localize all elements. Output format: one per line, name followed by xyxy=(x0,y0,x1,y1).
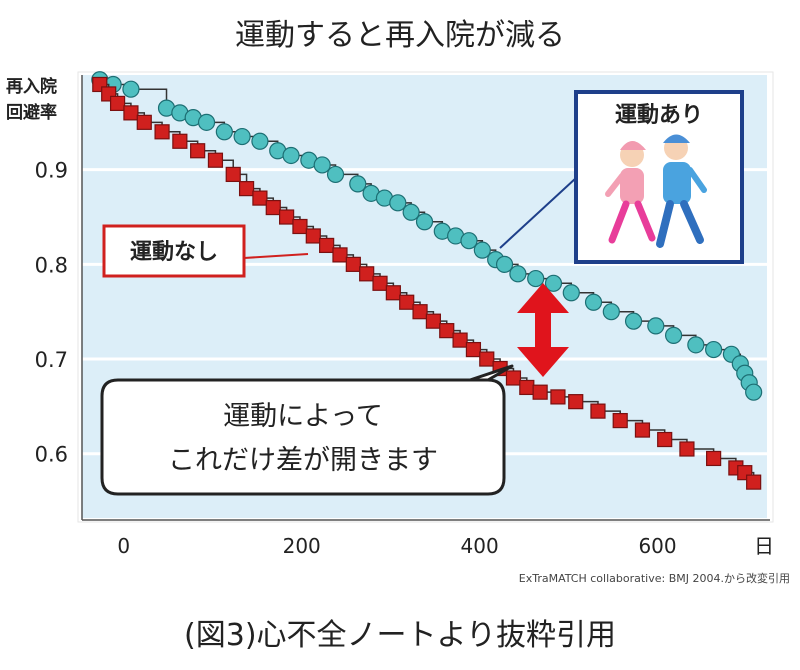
data-point xyxy=(385,285,401,301)
annotation-line: 運動によって xyxy=(223,401,383,432)
data-point xyxy=(412,304,428,320)
data-point xyxy=(349,175,367,193)
data-point xyxy=(282,146,300,165)
data-point xyxy=(465,341,482,358)
data-point xyxy=(415,213,434,231)
data-point xyxy=(225,166,241,183)
y-tick-label: 0.9 xyxy=(35,159,68,183)
page-title: 運動すると再入院が減る xyxy=(235,18,565,53)
annotation-callout xyxy=(100,364,514,496)
data-point xyxy=(527,269,545,288)
data-point xyxy=(238,181,255,197)
exercise-leader-line xyxy=(499,177,577,249)
data-point xyxy=(745,383,763,401)
data-point xyxy=(532,384,548,400)
series-exercise xyxy=(91,71,763,401)
annotation-text: 運動によってこれだけ差が開きます xyxy=(168,401,438,476)
no-exercise-label-box xyxy=(102,224,246,278)
data-point xyxy=(252,190,268,206)
data-point xyxy=(359,266,375,282)
data-point xyxy=(550,389,566,405)
data-point xyxy=(319,237,335,254)
data-point xyxy=(109,95,126,112)
data-point xyxy=(657,431,673,448)
data-point xyxy=(123,105,139,121)
x-tick-label: 400 xyxy=(461,534,499,558)
data-point xyxy=(452,332,468,348)
data-point xyxy=(479,351,495,367)
data-point xyxy=(509,265,527,283)
data-point xyxy=(634,422,651,438)
data-point xyxy=(190,143,206,159)
x-tick-labels: 0 200 400 600 xyxy=(117,534,676,558)
data-point xyxy=(425,313,441,329)
y-tick-label: 0.6 xyxy=(35,443,68,467)
data-point xyxy=(544,274,563,292)
data-point xyxy=(612,412,628,429)
no-exercise-leader-line xyxy=(243,253,309,259)
data-point xyxy=(505,370,522,386)
data-point xyxy=(706,450,722,467)
data-point xyxy=(473,241,491,259)
data-point xyxy=(292,218,308,235)
data-point xyxy=(568,394,584,410)
y-tick-label: 0.7 xyxy=(35,348,68,372)
data-point xyxy=(207,152,224,168)
data-point xyxy=(154,124,170,140)
data-point xyxy=(389,194,407,212)
data-point xyxy=(326,165,345,184)
x-axis-label: 日 xyxy=(754,534,774,558)
data-point xyxy=(197,113,216,131)
exercise-label: 運動あり xyxy=(615,103,703,128)
data-point xyxy=(562,284,580,302)
difference-arrow xyxy=(517,283,569,377)
figure-caption: (図3)心不全ノートより抜粋引用 xyxy=(184,618,616,653)
data-point xyxy=(602,303,620,321)
data-point xyxy=(746,474,762,490)
data-point xyxy=(136,114,152,130)
y-axis-label-line: 回避率 xyxy=(6,102,57,123)
data-point xyxy=(265,199,281,216)
data-point xyxy=(584,293,603,311)
series-no-exercise xyxy=(92,76,762,490)
data-point xyxy=(122,80,140,98)
data-point xyxy=(439,323,455,339)
data-point xyxy=(332,247,348,263)
x-tick-label: 600 xyxy=(638,534,676,558)
data-point xyxy=(215,123,233,141)
data-point xyxy=(313,156,331,174)
data-point xyxy=(399,294,415,310)
data-point xyxy=(251,132,269,150)
x-tick-label: 0 xyxy=(117,534,130,558)
data-point xyxy=(402,203,420,221)
data-point xyxy=(590,403,606,419)
data-point xyxy=(495,255,514,273)
data-point xyxy=(647,317,665,335)
y-tick-label: 0.8 xyxy=(35,253,68,277)
y-tick-labels: 0.9 0.8 0.7 0.6 xyxy=(35,159,68,467)
data-point xyxy=(372,275,388,291)
data-point xyxy=(345,256,361,272)
data-point xyxy=(705,340,723,359)
data-point xyxy=(664,326,683,344)
walking-couple-illustration xyxy=(605,134,707,248)
no-exercise-label: 運動なし xyxy=(130,240,218,265)
data-point xyxy=(519,379,535,396)
data-point xyxy=(305,228,321,244)
data-point xyxy=(172,133,188,149)
source-note: ExTraMATCH collaborative: BMJ 2004.から改変引… xyxy=(519,571,790,585)
data-point xyxy=(233,127,251,146)
y-axis-label: 再入院回避率 xyxy=(6,76,57,123)
data-point xyxy=(679,441,695,457)
annotation-line: これだけ差が開きます xyxy=(168,445,438,476)
x-tick-label: 200 xyxy=(283,534,321,558)
data-point xyxy=(279,209,295,225)
data-point xyxy=(624,312,643,330)
y-axis-label-line: 再入院 xyxy=(6,76,57,97)
data-point xyxy=(460,232,478,250)
data-point xyxy=(687,336,705,354)
